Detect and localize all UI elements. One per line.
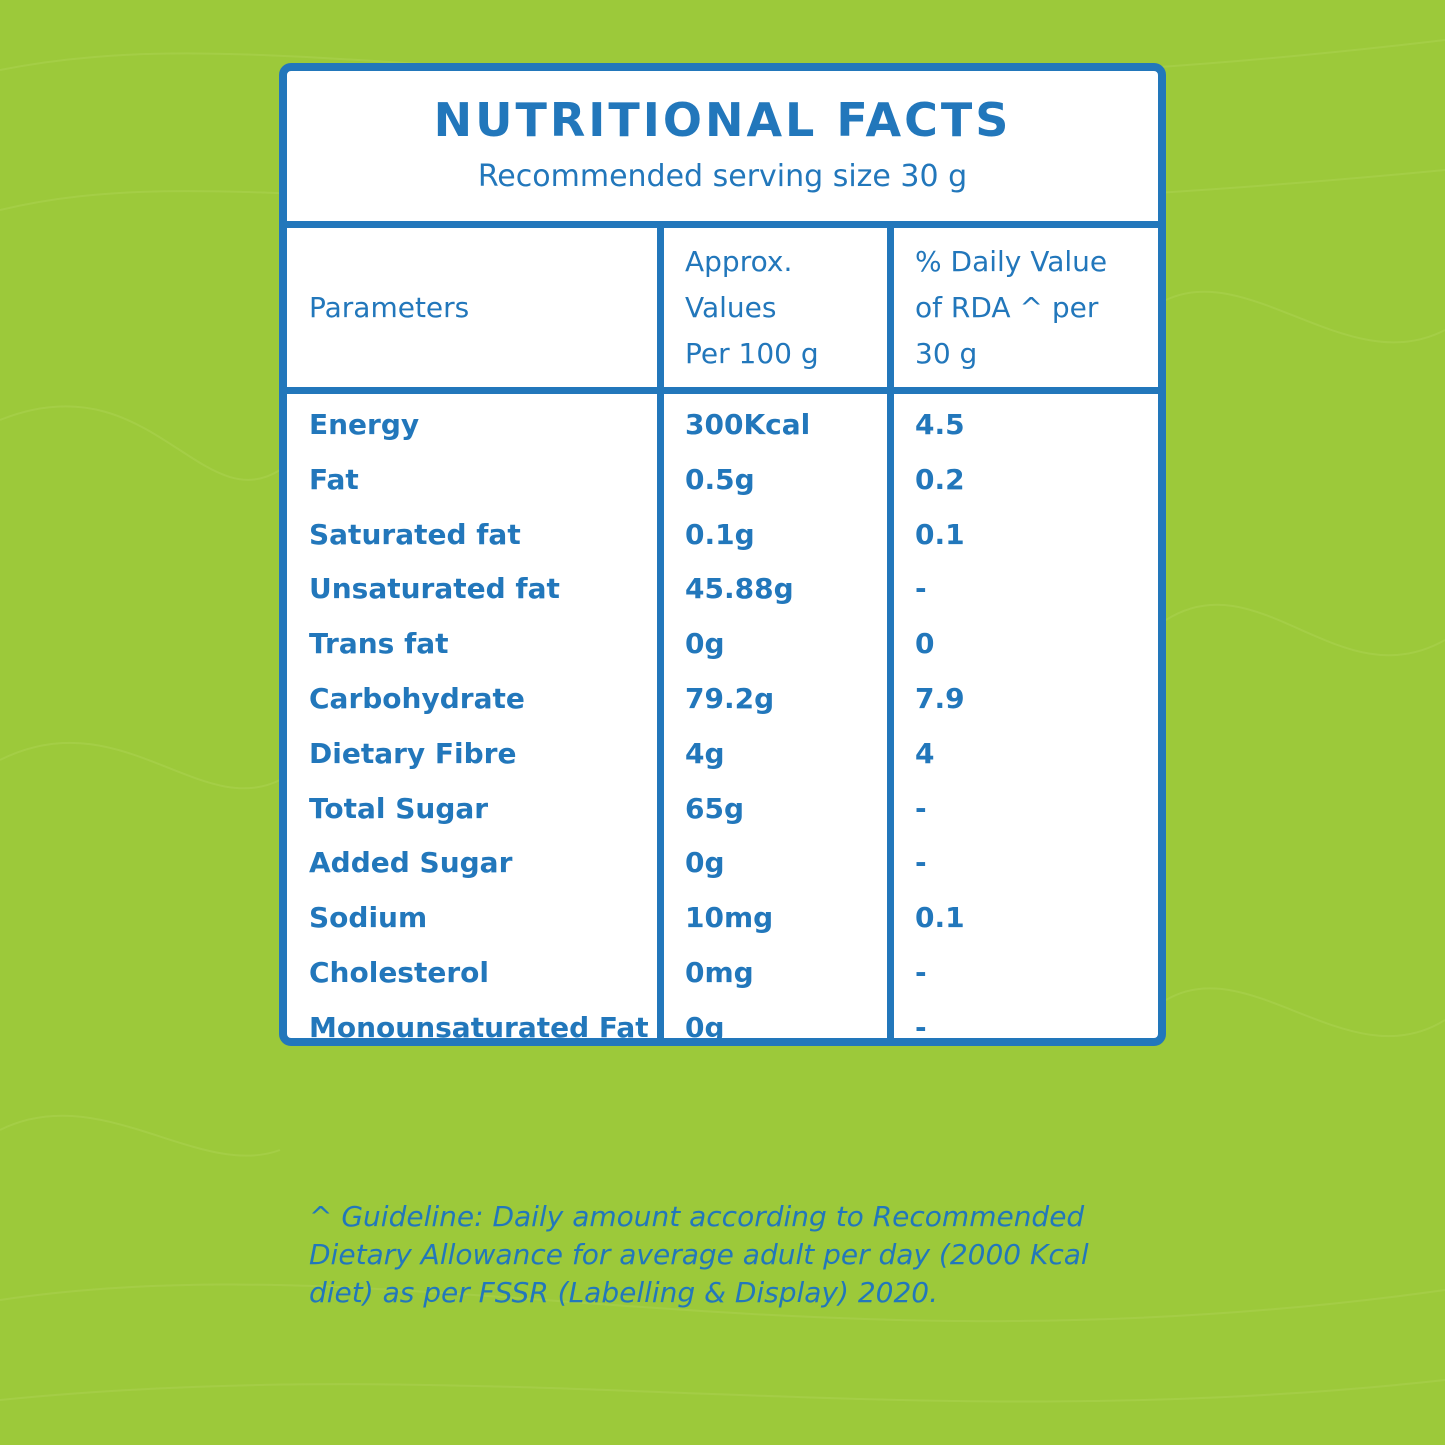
nutrition-card: NUTRITIONAL FACTS Recommended serving si… (279, 63, 1166, 1046)
divider-header (287, 387, 1158, 394)
daily-value: - (915, 955, 927, 989)
table-row: Cholesterol 0mg - (287, 956, 1158, 1011)
nutrient-name: Saturated fat (309, 517, 521, 551)
serving-size-subtitle: Recommended serving size 30 g (477, 159, 968, 194)
nutrient-value: 0g (685, 627, 725, 661)
column-divider-2 (887, 228, 894, 1038)
table-row: Dietary Fibre 4g 4 (287, 737, 1158, 792)
daily-value: - (915, 1010, 927, 1044)
nutrient-value: 0.1g (685, 517, 755, 551)
nutrient-name: Carbohydrate (309, 681, 525, 715)
table-row: Monounsaturated Fat 0g - (287, 1010, 1158, 1044)
table-row: Carbohydrate 79.2g 7.9 (287, 682, 1158, 737)
header-parameters: Parameters (309, 291, 470, 324)
nutrient-name: Trans fat (309, 627, 449, 661)
divider-title (287, 221, 1158, 228)
daily-value: 4.5 (915, 408, 965, 441)
table-row: Added Sugar 0g - (287, 846, 1158, 901)
table-row: Total Sugar 65g - (287, 792, 1158, 847)
table-row: Sodium 10mg 0.1 (287, 901, 1158, 956)
footnote: ^ Guideline: Daily amount according to R… (309, 1200, 1089, 1309)
nutrient-name: Fat (309, 462, 359, 496)
daily-value: - (915, 791, 927, 825)
daily-value: - (915, 846, 927, 880)
nutrient-name: Energy (309, 408, 420, 441)
nutrient-value: 45.88g (685, 572, 794, 606)
nutrient-value: 300Kcal (685, 408, 811, 441)
nutrient-value: 0g (685, 846, 725, 880)
daily-value: 0.1 (915, 901, 965, 935)
nutrient-value: 65g (685, 791, 745, 825)
nutrient-name: Dietary Fibre (309, 736, 517, 770)
nutrient-value: 79.2g (685, 681, 775, 715)
nutrient-name: Cholesterol (309, 955, 489, 989)
table-row: Fat 0.5g 0.2 (287, 463, 1158, 518)
header-daily-value: % Daily Value of RDA ^ per 30 g (915, 245, 1108, 370)
header-approx-values: Approx. Values Per 100 g (685, 245, 819, 370)
nutrient-value: 4g (685, 736, 725, 770)
daily-value: 0 (915, 627, 935, 661)
daily-value: 0.1 (915, 517, 965, 551)
nutrient-name: Total Sugar (309, 791, 489, 825)
daily-value: 0.2 (915, 462, 965, 496)
column-divider-1 (657, 228, 664, 1038)
table-row: Trans fat 0g 0 (287, 627, 1158, 682)
nutrient-value: 0g (685, 1010, 725, 1044)
nutrient-value: 0mg (685, 955, 754, 989)
nutrient-rows: Energy 300Kcal 4.5 Fat 0.5g 0.2 Saturated fat 0… (287, 408, 1158, 1044)
table-row: Saturated fat 0.1g 0.1 (287, 518, 1158, 573)
daily-value: - (915, 572, 927, 606)
nutrient-name: Monounsaturated Fat (309, 1010, 649, 1044)
nutrient-name: Sodium (309, 901, 428, 935)
nutrient-value: 10mg (685, 901, 774, 935)
nutrient-name: Added Sugar (309, 846, 513, 880)
table-row: Unsaturated fat 45.88g - (287, 572, 1158, 627)
nutrient-name: Unsaturated fat (309, 572, 560, 606)
daily-value: 4 (915, 736, 935, 770)
title-block: NUTRITIONAL FACTS Recommended serving si… (287, 71, 1158, 223)
daily-value: 7.9 (915, 681, 965, 715)
page-title: NUTRITIONAL FACTS (433, 93, 1012, 147)
table-row: Energy 300Kcal 4.5 (287, 408, 1158, 463)
nutrient-value: 0.5g (685, 462, 755, 496)
